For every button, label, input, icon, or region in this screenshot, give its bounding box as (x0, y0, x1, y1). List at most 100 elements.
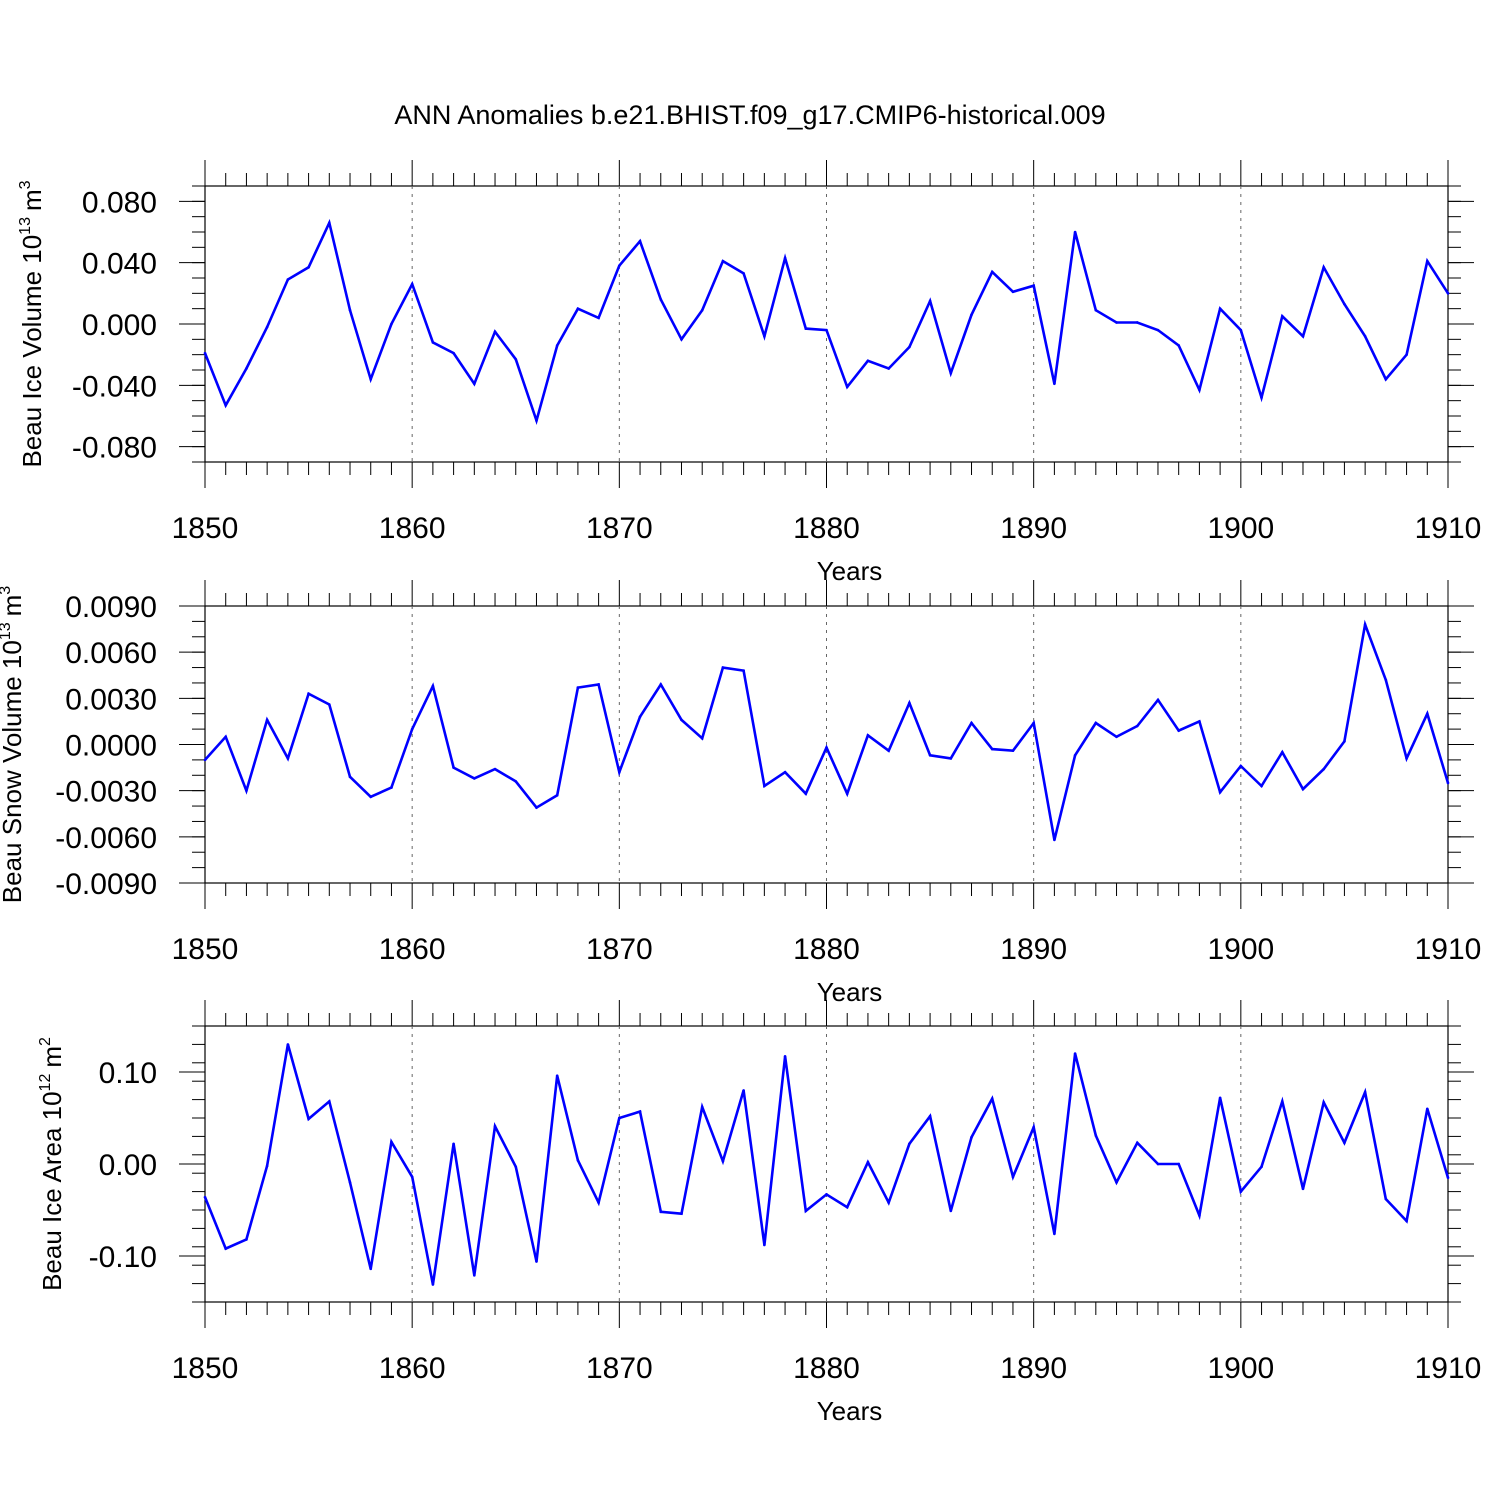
ice-volume-data-point (680, 338, 683, 341)
snow-volume-data-point (493, 767, 497, 771)
snow-volume-data-point (390, 786, 393, 789)
ice-volume-data-point (928, 299, 932, 303)
ice-area-data-point (431, 1283, 435, 1286)
snow-volume-data-point (1405, 757, 1408, 760)
ice-area-data-point (700, 1105, 704, 1109)
ice-volume-data-point (576, 307, 580, 310)
ice-area-data-point (597, 1201, 600, 1204)
ice-volume-data-point (700, 308, 704, 312)
snow-volume-data-point (721, 666, 725, 669)
ice-area-data-point (1405, 1219, 1408, 1223)
ice-area-xtick-label: 1900 (1207, 1352, 1274, 1385)
ice-volume-data-point (369, 377, 373, 381)
ice-area-data-point (1363, 1090, 1367, 1094)
snow-volume-data-point (286, 757, 290, 760)
ice-area-xtick-label: 1890 (1000, 1352, 1067, 1385)
ice-area-data-point (245, 1238, 248, 1241)
ice-volume-data-point (618, 264, 621, 268)
snow-volume-ytick-label: -0.0090 (55, 868, 157, 901)
snow-volume-data-point (1239, 764, 1243, 768)
ice-area-data-point (555, 1074, 559, 1077)
snow-volume-xtick-label: 1910 (1415, 933, 1482, 966)
ice-area-data-point (224, 1247, 228, 1250)
ice-area-panel: 1850 1860 1870 1880 1890 1900 1910 Years 0.10 0.0… (37, 1000, 1481, 1426)
snow-volume-ytick-label: 0.0030 (65, 683, 157, 716)
ice-volume-data-point (866, 359, 870, 363)
snow-volume-data-point (369, 795, 373, 799)
snow-volume-ylabel: Beau Snow Volume 1013 m3 (0, 586, 27, 904)
ice-volume-data-point (1260, 396, 1263, 399)
ice-volume-data-point (1425, 259, 1429, 263)
snow-volume-xtick-label: 1850 (172, 933, 239, 966)
snow-volume-ylabel-unit: m (0, 595, 27, 617)
ice-volume-data-point (1280, 315, 1284, 318)
ice-area-ylabel-unit-exponent: 2 (37, 1037, 54, 1046)
ice-area-data-point (970, 1136, 973, 1139)
snow-volume-data-point (1384, 678, 1388, 682)
ice-area-data-point (1011, 1175, 1015, 1179)
ice-volume-data-point (1239, 328, 1243, 332)
ice-volume-data-point (245, 367, 248, 370)
ice-volume-data-point (1053, 382, 1056, 386)
ice-volume-data-point (742, 272, 745, 275)
ice-area-data-point (328, 1100, 331, 1103)
ice-volume-data-point (390, 322, 393, 326)
ice-volume-xtick-label: 1860 (379, 512, 446, 545)
snow-volume-data-point (1135, 724, 1139, 728)
snow-volume-data-point (1177, 729, 1180, 732)
ice-area-data-point (1322, 1101, 1325, 1104)
ice-volume-data-point (1011, 290, 1015, 294)
snow-volume-data-point (410, 727, 414, 731)
ice-area-data-point (659, 1210, 663, 1214)
ice-volume-ylabel-text: Beau Ice Volume 10 (17, 235, 47, 468)
ice-area-data-point (928, 1114, 932, 1118)
ice-volume-data-point (286, 278, 290, 281)
snow-volume-data-point (1425, 712, 1429, 716)
ice-volume-data-point (1094, 308, 1098, 312)
ice-volume-xtick-label: 1890 (1000, 512, 1067, 545)
snow-volume-ylabel-text: Beau Snow Volume 10 (0, 640, 27, 903)
chart-title: ANN Anomalies b.e21.BHIST.f09_g17.CMIP6-… (394, 100, 1105, 130)
ice-volume-data-point (887, 367, 890, 370)
ice-area-xtick-label: 1870 (586, 1352, 653, 1385)
snow-volume-data-point (203, 758, 207, 762)
ice-area-data-point (410, 1175, 414, 1179)
ice-area-data-point (203, 1195, 207, 1199)
snow-volume-data-point (265, 718, 269, 722)
ice-volume-data-point (224, 403, 228, 407)
ice-volume-data-point (970, 313, 973, 317)
panels: 1850 1860 1870 1880 1890 1900 1910 Years 0.080 0.… (0, 160, 1481, 1426)
ice-volume-ylabel-unit: m (17, 189, 47, 211)
ice-area-data-point (452, 1142, 455, 1146)
ice-area-ytick-label: 0.10 (99, 1057, 157, 1090)
ice-volume-data-point (493, 330, 497, 333)
ice-volume-data-point (1198, 388, 1201, 392)
ice-area-ytick-label: -0.10 (89, 1241, 157, 1274)
ice-volume-ylabel-exponent: 13 (17, 217, 34, 235)
ice-volume-ytick-label: 0.000 (82, 309, 157, 342)
ice-volume-data-point (514, 357, 518, 361)
ice-area-data-point (742, 1089, 745, 1092)
snow-volume-data-point (224, 735, 228, 739)
ice-area-data-point (1053, 1232, 1056, 1236)
ice-area-data-point (369, 1267, 373, 1271)
ice-volume-data-point (1301, 334, 1305, 338)
ice-volume-data-point (265, 325, 269, 329)
ice-volume-ytick-label: -0.080 (72, 432, 157, 465)
ice-area-data-point (638, 1110, 642, 1113)
snow-volume-data-point (1280, 750, 1284, 754)
ice-area-data-point (1384, 1197, 1388, 1201)
ice-volume-panel: 1850 1860 1870 1880 1890 1900 1910 Years 0.080 0.… (17, 160, 1481, 586)
ice-volume-data-point (1446, 292, 1450, 295)
ice-area-data-point (535, 1260, 538, 1263)
snow-volume-data-point (680, 718, 683, 722)
ice-area-ytick-label: 0.00 (99, 1149, 157, 1182)
snow-volume-data-point (1032, 721, 1035, 725)
snow-volume-data-point (970, 721, 973, 725)
ice-volume-xtick-label: 1900 (1207, 512, 1274, 545)
snow-volume-xtick-label: 1900 (1207, 933, 1274, 966)
ice-area-data-point (763, 1243, 766, 1247)
snow-volume-data-point (473, 777, 476, 780)
ice-volume-data-point (473, 382, 476, 386)
ice-area-data-point (1156, 1162, 1160, 1166)
